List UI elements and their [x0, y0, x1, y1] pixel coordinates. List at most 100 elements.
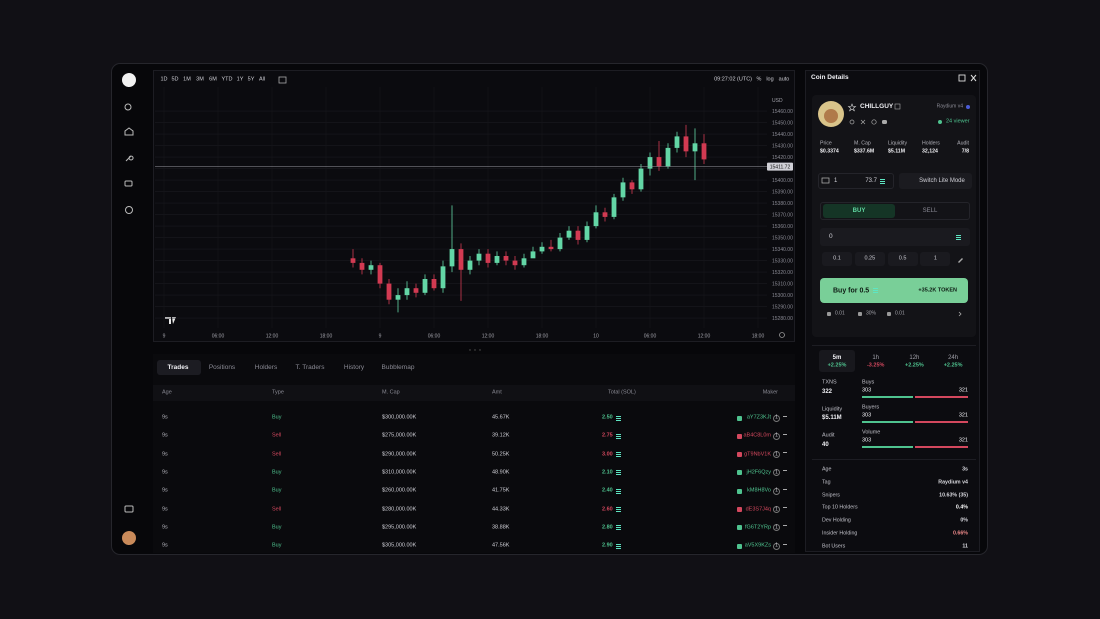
amount-input[interactable] — [820, 228, 970, 246]
indicator-icon[interactable] — [278, 76, 287, 84]
filter-icon — [783, 543, 787, 548]
column-header: Total (SOL) — [608, 389, 636, 396]
trade-age: 9s — [162, 487, 168, 494]
chevron-icon[interactable] — [958, 311, 962, 317]
edit-icon[interactable] — [958, 258, 963, 263]
filter-icon — [783, 470, 787, 474]
count-badge — [773, 469, 780, 477]
candle-body — [701, 143, 707, 160]
wallet-count[interactable]: 1 — [834, 178, 838, 184]
search-icon[interactable] — [124, 103, 132, 111]
star-icon[interactable] — [847, 103, 857, 112]
timeframe[interactable]: 24h — [948, 355, 959, 361]
tv-logo — [165, 317, 176, 324]
trade-count: 1 — [775, 451, 778, 458]
discord-link[interactable] — [882, 120, 887, 124]
range-button[interactable]: 1Y — [236, 76, 244, 83]
tab[interactable]: Holders — [254, 363, 278, 371]
timeframe[interactable]: 5m — [832, 355, 842, 361]
user-avatar[interactable] — [122, 531, 136, 545]
tab[interactable]: History — [343, 363, 365, 371]
trade-mcap: $295,000.00K — [382, 524, 417, 531]
quick-amount[interactable] — [887, 252, 918, 266]
layout-icon[interactable] — [958, 74, 966, 82]
quick-amount[interactable] — [854, 252, 885, 266]
trade-maker[interactable]: gT9NbV1K — [744, 450, 771, 457]
trade-maker[interactable]: dE3S7J4q — [745, 505, 771, 512]
globe-icon[interactable] — [125, 206, 133, 214]
candle-body — [404, 288, 410, 296]
buy-button[interactable] — [820, 278, 968, 303]
trade-total: 2.10 — [602, 469, 613, 476]
viewer-count: 24 viewer — [946, 118, 970, 125]
candle-body — [521, 258, 527, 266]
flow-label: Buyers — [862, 404, 880, 411]
range-button[interactable]: 3M — [196, 76, 204, 83]
trade-maker[interactable]: aV5X9KZs — [744, 542, 771, 549]
y-tick-label: 15450.00 — [772, 120, 793, 126]
home-icon[interactable] — [124, 127, 134, 136]
range-button[interactable]: 6M — [209, 76, 217, 83]
setting-icon — [887, 312, 891, 316]
logo[interactable] — [122, 73, 136, 87]
trade-total: 2.40 — [602, 487, 613, 494]
column-header: Maker — [762, 389, 778, 396]
trade-amount: 38.88K — [492, 524, 510, 531]
tab[interactable]: Positions — [208, 363, 236, 371]
trade-type: Sell — [272, 505, 282, 512]
trade-type: Sell — [272, 432, 282, 439]
trade-maker[interactable]: fG6T2YRp — [745, 524, 771, 531]
sell-bar — [914, 421, 968, 423]
trade-mcap: $310,000.00K — [382, 469, 417, 476]
auto-toggle[interactable]: auto — [778, 76, 790, 83]
settings-icon[interactable] — [779, 332, 785, 338]
chat-icon[interactable] — [124, 180, 133, 187]
trade-maker[interactable]: aB4C8L0m — [743, 432, 771, 439]
timeframe[interactable]: 12h — [909, 355, 920, 361]
sell-tab-label[interactable]: SELL — [922, 208, 938, 214]
trade-type: Buy — [272, 487, 282, 494]
timeframe-change: +2.25% — [904, 362, 924, 369]
timeframe[interactable]: 1h — [872, 355, 880, 361]
x-tick-label: 9 — [163, 334, 166, 340]
lite-button[interactable] — [899, 173, 972, 189]
timeframe-change: -3.25% — [866, 362, 885, 369]
range-button[interactable]: 5Y — [247, 76, 255, 83]
wallet-icon[interactable] — [124, 505, 134, 513]
copy-icon[interactable] — [894, 103, 901, 110]
active-timeframe[interactable] — [819, 350, 855, 372]
timeframe-change: +2.25% — [943, 362, 963, 369]
detail-value: 0.4% — [955, 504, 968, 511]
tab[interactable]: Trades — [167, 363, 189, 371]
tab[interactable]: Bubblemap — [381, 363, 415, 371]
key-icon[interactable] — [125, 155, 134, 162]
sol-icon — [873, 288, 878, 293]
column-header: Age — [162, 389, 172, 396]
maker-icon — [737, 470, 742, 476]
range-button[interactable]: All — [258, 76, 266, 83]
quick-amount[interactable] — [822, 252, 852, 266]
trade-mcap: $280,000.00K — [382, 505, 417, 512]
buy-tab[interactable] — [823, 204, 895, 218]
range-button[interactable]: 1M — [183, 76, 191, 83]
range-button[interactable]: 5D — [171, 76, 179, 83]
trade-maker[interactable]: aY7Z3KJt — [746, 414, 771, 421]
count-badge — [773, 432, 780, 440]
trade-maker[interactable]: jH2F6Qzy — [746, 469, 771, 476]
tab[interactable]: T. Traders — [295, 363, 325, 371]
close-icon[interactable] — [970, 74, 977, 82]
search-link[interactable] — [849, 119, 855, 125]
coin-pool: Raydium v4 — [936, 103, 963, 110]
trade-mcap: $305,000.00K — [382, 542, 417, 549]
candle-body — [584, 226, 590, 240]
quick-amount[interactable] — [920, 252, 951, 266]
range-button[interactable]: YTD — [221, 76, 233, 83]
range-button[interactable]: 1D — [160, 76, 168, 83]
web-link[interactable] — [871, 119, 877, 125]
trade-maker[interactable]: kM8H8Vo — [747, 487, 771, 494]
log-toggle[interactable]: log — [766, 76, 774, 83]
divider — [812, 345, 976, 346]
x-link[interactable] — [860, 119, 866, 125]
setting-value: 0.01 — [835, 310, 845, 317]
percent-toggle[interactable]: % — [756, 76, 762, 83]
